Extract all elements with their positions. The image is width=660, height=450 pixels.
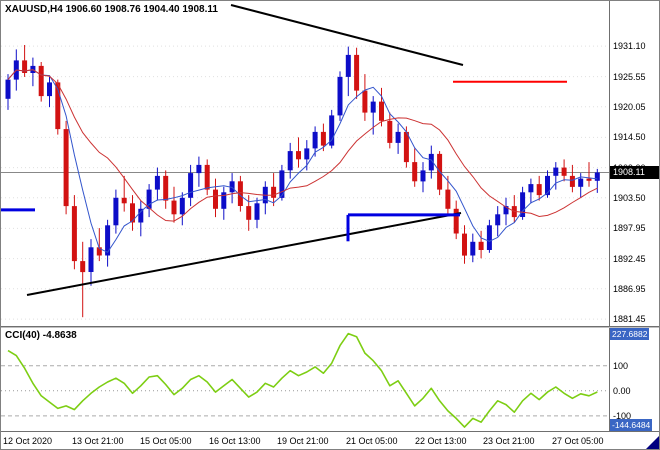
candlesticks-layer — [5, 45, 600, 318]
axis-separator-vertical — [609, 1, 610, 431]
cci-max-marker: 227.6882 — [610, 328, 650, 340]
price-axis-label: 1897.95 — [613, 223, 646, 233]
cci-line — [7, 332, 598, 428]
cci-label: CCI(40) -4.8638 — [5, 330, 77, 341]
ma-slow-line — [7, 69, 598, 222]
price-axis-label: 1914.50 — [613, 132, 646, 142]
cci-value: -4.8638 — [42, 330, 77, 341]
cci-axis-label: -100 — [613, 411, 632, 421]
corner-triangle-icon — [646, 436, 659, 449]
cci-axis-label: 0.00 — [613, 386, 631, 396]
lower-trendline[interactable] — [26, 212, 462, 296]
time-axis-label: 15 Oct 05:00 — [140, 436, 192, 446]
price-grid — [1, 45, 609, 320]
ma-fast-line — [7, 69, 598, 253]
time-axis-label: 22 Oct 13:00 — [415, 436, 467, 446]
time-axis-label: 12 Oct 2020 — [3, 436, 53, 446]
cci-axis[interactable]: 227.6882 -144.6484 100 0.00 -100 — [610, 328, 659, 431]
time-axis-label: 13 Oct 21:00 — [72, 436, 124, 446]
price-axis-label: 1886.95 — [613, 284, 646, 294]
current-price-marker: 1908.11 — [610, 166, 659, 179]
price-axis-label: 1920.05 — [613, 102, 646, 112]
cci-min-marker: -144.6484 — [610, 419, 653, 431]
time-axis-label: 19 Oct 21:00 — [277, 436, 329, 446]
cci-axis-label: 100 — [613, 361, 629, 371]
time-axis-label: 16 Oct 13:00 — [209, 436, 261, 446]
indicator-separator[interactable] — [1, 326, 659, 328]
price-chart-area[interactable] — [1, 1, 609, 326]
time-axis[interactable]: 12 Oct 2020 13 Oct 21:00 15 Oct 05:00 16 Oc… — [1, 432, 659, 449]
price-axis-label: 1892.45 — [613, 254, 646, 264]
time-axis-label: 27 Oct 05:00 — [552, 436, 604, 446]
upper-trendline[interactable] — [230, 4, 464, 66]
price-axis-label: 1903.50 — [613, 193, 646, 203]
cci-name: CCI(40) — [5, 330, 41, 341]
cci-indicator-area[interactable] — [1, 328, 609, 431]
price-axis-label: 1931.10 — [613, 41, 646, 51]
price-axis-label: 1925.55 — [613, 72, 646, 82]
price-axis-label: 1881.45 — [613, 314, 646, 324]
chart-title: XAUUSD,H4 1906.60 1908.76 1904.40 1908.1… — [5, 4, 218, 15]
time-axis-label: 21 Oct 05:00 — [346, 436, 398, 446]
time-axis-label: 23 Oct 21:00 — [483, 436, 535, 446]
price-axis[interactable]: 1908.11 1931.101925.551920.051914.501909… — [610, 1, 659, 326]
time-axis-separator — [1, 431, 659, 432]
